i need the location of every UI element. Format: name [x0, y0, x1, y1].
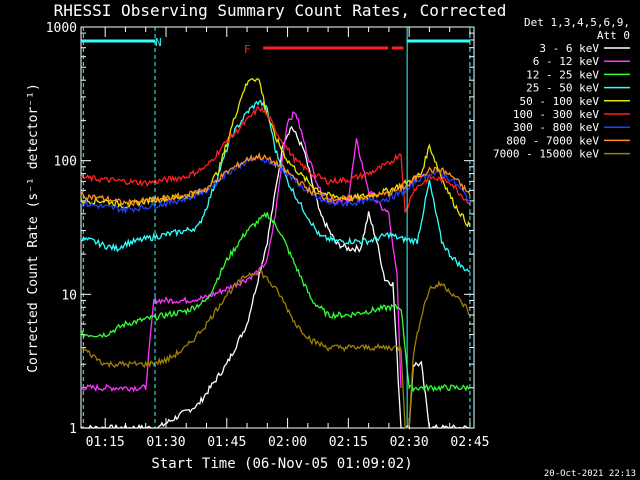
legend-label-0: 3 - 6 keV	[539, 42, 599, 55]
series-line-2	[80, 211, 471, 393]
legend-label-5: 100 - 300 keV	[513, 108, 599, 121]
series-line-1	[80, 111, 402, 393]
legend-label-1: 6 - 12 keV	[533, 55, 600, 68]
y-tick-label: 1	[69, 422, 77, 437]
series-line-6	[80, 155, 470, 215]
x-tick-label: 02:15	[329, 435, 368, 450]
x-tick-label: 02:00	[268, 435, 307, 450]
x-tick-label: 01:30	[146, 435, 185, 450]
x-axis-label: Start Time (06-Nov-05 01:09:02)	[151, 456, 412, 472]
legend-label-3: 25 - 50 keV	[526, 82, 599, 95]
series-line-8	[80, 268, 471, 429]
plot-area	[80, 26, 475, 429]
date-stamp: 20-Oct-2021 22:13	[544, 469, 636, 479]
y-tick-label: 10	[61, 288, 77, 303]
x-tick-label: 02:30	[390, 435, 429, 450]
series-line-5	[80, 105, 470, 213]
x-axis: 01:15 01:30 01:45 02:00 02:15 02:30 02:45	[86, 27, 490, 450]
series-line-7	[80, 151, 471, 208]
legend-label-2: 12 - 25 keV	[526, 68, 599, 81]
legend-header-1: Det 1,3,4,5,6,9,	[524, 16, 630, 29]
y-axis: 1 10 100 1000	[46, 21, 474, 437]
series-layer	[80, 77, 471, 430]
y-tick-label: 100	[54, 155, 77, 170]
x-tick-label: 01:15	[86, 435, 125, 450]
legend-label-7: 800 - 7000 keV	[506, 134, 599, 147]
legend-label-8: 7000 - 15000 keV	[493, 148, 599, 161]
night-label: N	[155, 36, 162, 49]
x-tick-label: 02:45	[450, 435, 489, 450]
y-axis-label: Corrected Count Rate (s⁻¹ detector⁻¹)	[26, 83, 41, 373]
y-tick-label: 1000	[46, 21, 77, 36]
legend-header-2: Att 0	[597, 29, 630, 42]
flare-label: F	[244, 43, 251, 56]
series-line-3	[80, 99, 471, 273]
x-tick-label: 01:45	[207, 435, 246, 450]
legend-label-4: 50 - 100 keV	[520, 95, 600, 108]
legend-label-6: 300 - 800 keV	[513, 121, 599, 134]
chart-title: RHESSI Observing Summary Count Rates, Co…	[54, 1, 507, 20]
annotation-layer: N F	[81, 27, 471, 428]
